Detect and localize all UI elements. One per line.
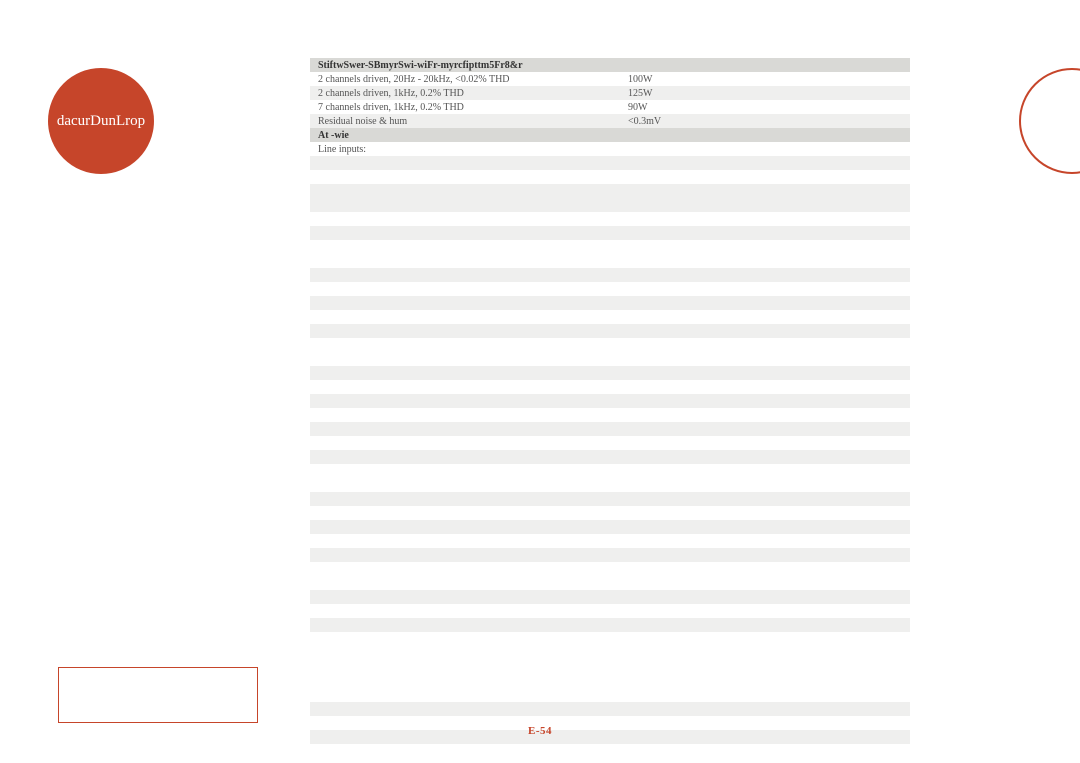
table-row <box>310 604 910 618</box>
table-row <box>310 226 910 240</box>
spec-label: Line inputs: <box>310 144 620 155</box>
spec-label: Residual noise & hum <box>310 116 620 127</box>
spec-value: 90W <box>620 102 770 113</box>
spec-label: 7 channels driven, 1kHz, 0.2% THD <box>310 102 620 113</box>
table-row <box>310 310 910 324</box>
table-row <box>310 450 910 464</box>
table-row <box>310 324 910 338</box>
spec-label: 2 channels driven, 20Hz - 20kHz, <0.02% … <box>310 74 620 85</box>
spec-value: 125W <box>620 88 770 99</box>
page-number: E-54 <box>528 725 552 737</box>
section-header: StiftwSwer-SBmyrSwi-wiFr-myrcfipttm5Fr8&… <box>310 58 910 72</box>
brand-logo-text: dacurDunLrop <box>57 113 145 130</box>
spec-value: 100W <box>620 74 770 85</box>
table-row <box>310 366 910 380</box>
table-row <box>310 268 910 282</box>
table-row <box>310 534 910 548</box>
footer-box <box>58 667 258 723</box>
table-row <box>310 184 910 198</box>
table-row: 7 channels driven, 1kHz, 0.2% THD90W <box>310 100 910 114</box>
table-row <box>310 632 910 702</box>
table-row <box>310 408 910 422</box>
table-row <box>310 716 910 730</box>
table-row <box>310 394 910 408</box>
spec-label: 2 channels driven, 1kHz, 0.2% THD <box>310 88 620 99</box>
specifications-table: StiftwSwer-SBmyrSwi-wiFr-myrcfipttm5Fr8&… <box>310 58 910 744</box>
table-row <box>310 296 910 310</box>
table-row <box>310 730 910 744</box>
brand-logo: dacurDunLrop <box>48 68 154 174</box>
spec-value: <0.3mV <box>620 116 770 127</box>
table-row: Line inputs: <box>310 142 910 156</box>
table-row <box>310 212 910 226</box>
table-row <box>310 240 910 268</box>
table-row <box>310 702 910 716</box>
table-row: Residual noise & hum<0.3mV <box>310 114 910 128</box>
table-row <box>310 422 910 436</box>
table-row <box>310 464 910 492</box>
table-row: 2 channels driven, 1kHz, 0.2% THD125W <box>310 86 910 100</box>
section-header: At -wie <box>310 128 910 142</box>
table-row <box>310 436 910 450</box>
table-row <box>310 548 910 562</box>
table-row <box>310 618 910 632</box>
decorative-arc <box>1019 68 1080 174</box>
table-row <box>310 380 910 394</box>
table-row: 2 channels driven, 20Hz - 20kHz, <0.02% … <box>310 72 910 86</box>
table-row <box>310 282 910 296</box>
table-row <box>310 520 910 534</box>
table-row <box>310 506 910 520</box>
table-row <box>310 198 910 212</box>
table-row <box>310 562 910 590</box>
table-row <box>310 170 910 184</box>
table-row <box>310 156 910 170</box>
table-row <box>310 492 910 506</box>
table-row <box>310 590 910 604</box>
table-row <box>310 338 910 366</box>
